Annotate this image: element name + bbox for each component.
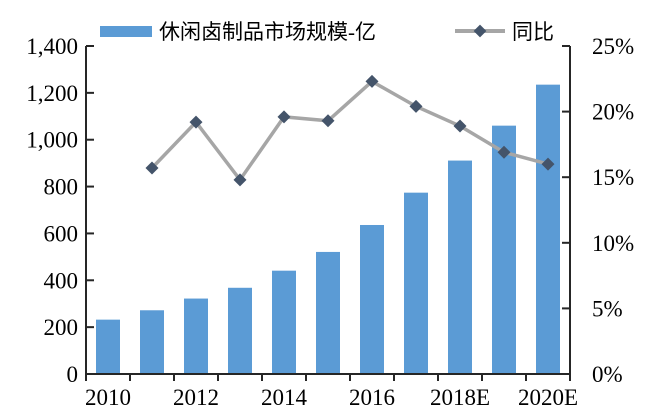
yoy-line (150, 79, 549, 183)
legend-item-yoy: 同比 (455, 18, 554, 44)
yoy-marker (233, 173, 247, 187)
left-axis-label: 1,200 (26, 81, 78, 106)
left-axis-label: 0 (67, 362, 79, 387)
line-series-label: 同比 (512, 20, 554, 44)
yoy-marker (321, 114, 335, 128)
yoy-marker (541, 157, 555, 171)
yoy-marker (497, 145, 511, 159)
bar-2011 (140, 310, 164, 374)
right-axis-label: 0% (592, 362, 623, 387)
yoy-marker (409, 99, 423, 113)
yoy-marker (453, 119, 467, 133)
x-axis-label: 2012 (173, 385, 219, 410)
bar-2016 (360, 224, 384, 374)
bar-series-swatch-icon (100, 25, 152, 37)
yoy-marker (277, 110, 291, 124)
bar-2017 (404, 192, 428, 374)
bar-2014 (272, 270, 296, 374)
right-axis-label: 15% (592, 165, 634, 190)
legend-item-market-size: 休闲卤制品市场规模-亿 (100, 18, 376, 44)
yoy-marker (365, 74, 379, 88)
yoy-marker (189, 115, 203, 129)
left-axis-label: 1,000 (26, 128, 78, 153)
diamond-marker-icon (473, 24, 487, 38)
axis-frame (85, 46, 571, 375)
bar-2013 (228, 287, 252, 374)
right-axis-label: 25% (592, 34, 634, 59)
left-axis-label: 200 (44, 315, 79, 340)
left-axis-label: 400 (44, 268, 79, 293)
bar-2010 (96, 319, 120, 374)
right-axis-label: 5% (592, 296, 623, 321)
left-axis-label: 600 (44, 221, 79, 246)
yoy-marker (145, 161, 159, 175)
x-axis-label: 2010 (85, 385, 131, 410)
bar-2020E (536, 84, 560, 375)
x-axis-label: 2018E (430, 385, 490, 410)
right-axis-label: 20% (592, 100, 634, 125)
left-axis-label: 1,400 (26, 34, 78, 59)
x-axis-label: 2016 (349, 385, 395, 410)
right-axis-label: 10% (592, 231, 634, 256)
bar-2012 (184, 298, 208, 374)
bar-2015 (316, 251, 340, 374)
left-axis-label: 800 (44, 175, 79, 200)
bar-2019E (492, 125, 516, 375)
x-axis-label: 2014 (261, 385, 308, 410)
bar-series-label: 休闲卤制品市场规模-亿 (159, 20, 376, 44)
bar-2018E (448, 160, 472, 374)
line-series-swatch-icon (455, 24, 505, 38)
x-axis-label: 2020E (518, 385, 578, 410)
